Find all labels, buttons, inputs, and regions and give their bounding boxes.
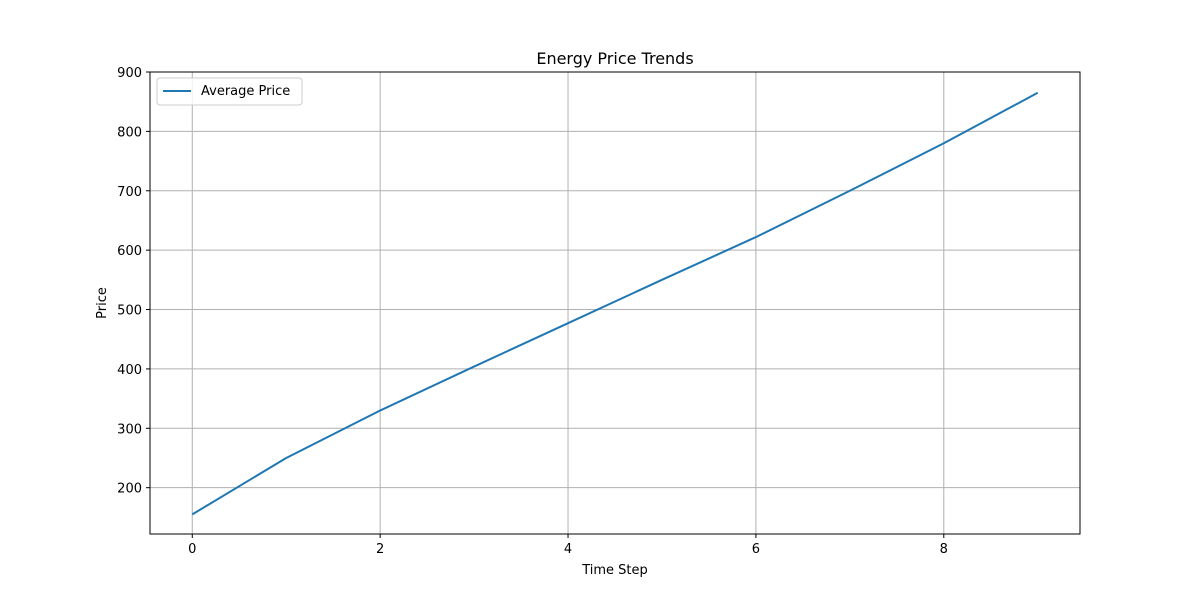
x-tick-label: 2 bbox=[376, 542, 384, 557]
x-tick-label: 0 bbox=[188, 542, 196, 557]
y-tick-label: 200 bbox=[117, 482, 142, 497]
x-axis-label: Time Step bbox=[581, 563, 648, 578]
y-tick-label: 400 bbox=[117, 363, 142, 378]
ticks: 0 2 4 6 8 200 300 400 500 600 700 800 900 bbox=[117, 66, 948, 557]
y-tick-label: 300 bbox=[117, 422, 142, 437]
series-layer bbox=[191, 91, 1039, 516]
legend-label: Average Price bbox=[201, 84, 290, 99]
series-line-average-price bbox=[191, 91, 1039, 516]
y-tick-label: 700 bbox=[117, 185, 142, 200]
plot-frame bbox=[149, 71, 1081, 535]
legend: Average Price bbox=[156, 77, 303, 106]
y-tick-label: 500 bbox=[117, 304, 142, 319]
x-tick-label: 8 bbox=[940, 542, 948, 557]
x-tick-label: 6 bbox=[752, 542, 760, 557]
x-tick-label: 4 bbox=[564, 542, 572, 557]
chart-title: Energy Price Trends bbox=[536, 49, 693, 68]
legend-box bbox=[156, 77, 303, 106]
grid bbox=[150, 71, 1080, 534]
y-tick-label: 600 bbox=[117, 244, 142, 259]
y-tick-label: 800 bbox=[117, 125, 142, 140]
y-axis-label: Price bbox=[95, 287, 110, 319]
y-tick-label: 900 bbox=[117, 66, 142, 81]
